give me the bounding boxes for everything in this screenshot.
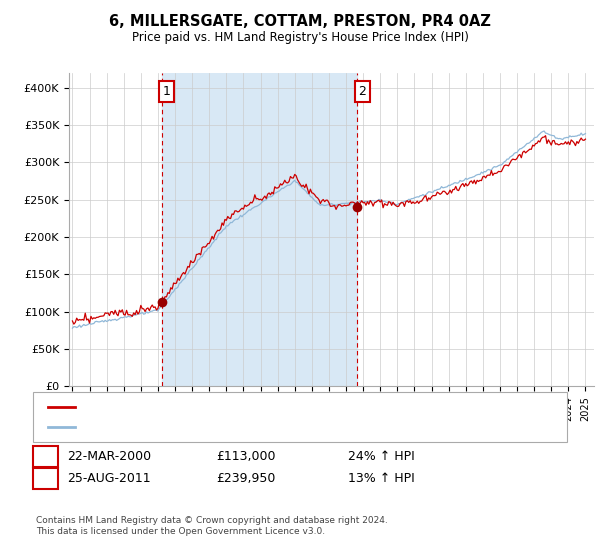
Text: £113,000: £113,000 [216, 450, 275, 463]
Text: 1: 1 [163, 85, 170, 98]
Text: HPI: Average price, detached house, Preston: HPI: Average price, detached house, Pres… [81, 422, 313, 432]
Text: 25-AUG-2011: 25-AUG-2011 [67, 472, 151, 486]
Text: 6, MILLERSGATE, COTTAM, PRESTON, PR4 0AZ (detached house): 6, MILLERSGATE, COTTAM, PRESTON, PR4 0AZ… [81, 402, 416, 412]
Text: 2: 2 [358, 85, 366, 98]
Text: 13% ↑ HPI: 13% ↑ HPI [348, 472, 415, 486]
Text: 22-MAR-2000: 22-MAR-2000 [67, 450, 151, 463]
Text: £239,950: £239,950 [216, 472, 275, 486]
Text: 24% ↑ HPI: 24% ↑ HPI [348, 450, 415, 463]
Text: 2: 2 [41, 472, 50, 486]
Text: Contains HM Land Registry data © Crown copyright and database right 2024.
This d: Contains HM Land Registry data © Crown c… [36, 516, 388, 536]
Bar [161, 73, 357, 386]
Text: 6, MILLERSGATE, COTTAM, PRESTON, PR4 0AZ: 6, MILLERSGATE, COTTAM, PRESTON, PR4 0AZ [109, 14, 491, 29]
Text: 1: 1 [41, 450, 50, 463]
Text: Price paid vs. HM Land Registry's House Price Index (HPI): Price paid vs. HM Land Registry's House … [131, 31, 469, 44]
